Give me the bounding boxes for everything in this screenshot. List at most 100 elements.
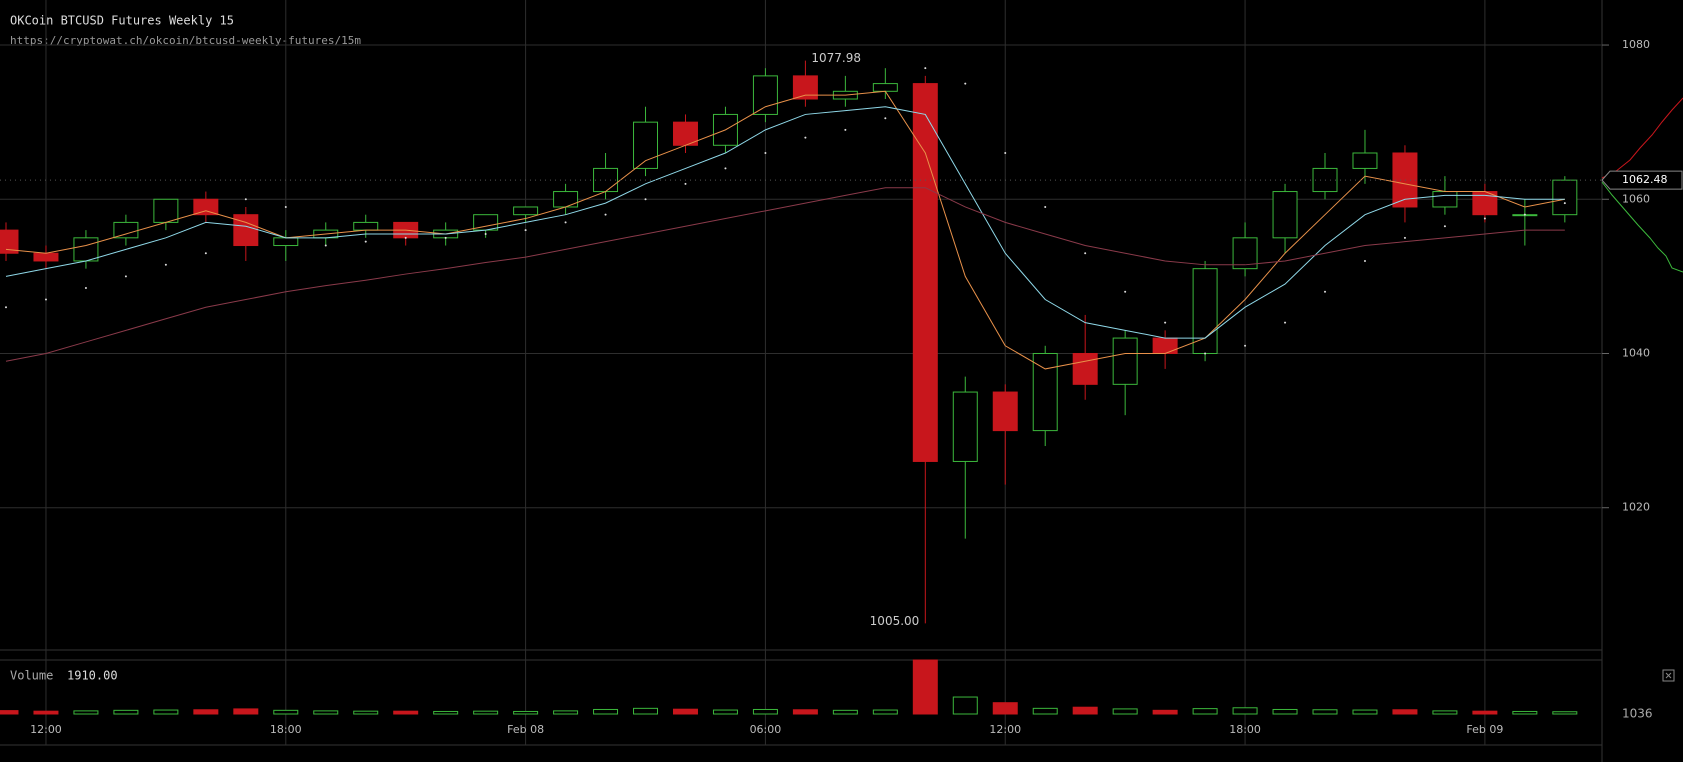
indicator-dot — [1044, 205, 1047, 208]
indicator-dot — [1523, 213, 1526, 216]
depth-asks — [1601, 181, 1683, 273]
indicator-dot — [1363, 259, 1366, 262]
indicator-dot — [1483, 217, 1486, 220]
candle-body — [33, 252, 59, 262]
close-button[interactable] — [1662, 669, 1675, 682]
indicator-line — [5, 90, 1565, 370]
indicator-dot — [484, 232, 487, 235]
indicator-dot — [684, 182, 687, 185]
candle-body — [1152, 337, 1178, 354]
candle-body — [1032, 352, 1058, 432]
last-price-tag — [1601, 170, 1683, 190]
indicator-dot — [1284, 321, 1287, 324]
candle-body — [1232, 237, 1258, 270]
indicator-dot — [4, 306, 7, 309]
indicator-dot — [844, 128, 847, 131]
volume-label: Volume — [10, 669, 53, 683]
x-tick-label: Feb 08 — [507, 723, 544, 736]
indicator-dot — [1084, 252, 1087, 255]
indicator-dot — [1403, 236, 1406, 239]
volume-bar — [832, 709, 858, 715]
max-label: 1077.98 — [811, 51, 861, 65]
last-price-label: 1062.48 — [1622, 173, 1668, 186]
candle-body — [912, 83, 938, 462]
indicator-dot — [804, 136, 807, 139]
indicator-dot — [444, 236, 447, 239]
volume-bar — [712, 709, 738, 715]
candle-body — [353, 221, 379, 231]
indicator-dot — [1443, 225, 1446, 228]
indicator-line — [5, 187, 1565, 362]
candle-body — [952, 391, 978, 462]
candle-body — [1192, 268, 1218, 354]
volume-bar — [1192, 708, 1218, 715]
candle-body — [792, 75, 818, 100]
volume-bar — [1512, 710, 1538, 715]
volume-bar — [1472, 710, 1498, 715]
y-tick-label: 1020 — [1622, 501, 1650, 514]
volume-bar — [433, 710, 459, 715]
volume-bar — [633, 707, 659, 715]
volume-bar — [1392, 709, 1418, 715]
candle-body — [113, 221, 139, 239]
volume-bar — [153, 709, 179, 715]
volume-bar — [0, 710, 19, 715]
candle-body — [73, 237, 99, 262]
indicator-dot — [1164, 321, 1167, 324]
indicator-dot — [1204, 352, 1207, 355]
volume-bar — [393, 710, 419, 715]
candle-body — [513, 206, 539, 216]
indicator-dot — [164, 263, 167, 266]
indicator-dot — [764, 151, 767, 154]
volume-bar — [992, 702, 1018, 715]
volume-bar — [273, 709, 299, 715]
volume-bar — [193, 709, 219, 715]
candle-body — [0, 229, 19, 254]
candle-body — [1112, 337, 1138, 385]
volume-bar — [1552, 711, 1578, 715]
candle-body — [1552, 179, 1578, 216]
indicator-dot — [524, 229, 527, 232]
volume-bar — [313, 710, 339, 715]
indicator-line — [5, 106, 1565, 339]
volume-bar — [1312, 709, 1338, 715]
volume-bar — [33, 710, 59, 715]
x-tick-label: 18:00 — [1229, 723, 1261, 736]
y-tick-label: 1040 — [1622, 346, 1650, 359]
y-tick-label: 1080 — [1622, 38, 1650, 51]
x-tick-label: 12:00 — [989, 723, 1021, 736]
indicator-dot — [964, 82, 967, 85]
volume-bar — [353, 710, 379, 715]
chart-subtitle: https://cryptowat.ch/okcoin/btcusd-weekl… — [10, 34, 361, 47]
indicator-dot — [1124, 290, 1127, 293]
candle-body — [1272, 191, 1298, 239]
candle-body — [1432, 191, 1458, 208]
volume-value: 1910.00 — [67, 669, 118, 683]
volume-bar — [1072, 706, 1098, 715]
indicator-dot — [564, 221, 567, 224]
candle-body — [752, 75, 778, 115]
volume-bar — [553, 710, 579, 715]
volume-bar — [672, 708, 698, 715]
indicator-dot — [644, 198, 647, 201]
volume-bar — [1432, 710, 1458, 715]
volume-bar — [752, 708, 778, 715]
indicator-dot — [324, 244, 327, 247]
candle-body — [233, 214, 259, 247]
volume-bar — [1232, 707, 1258, 715]
indicator-dot — [44, 298, 47, 301]
indicator-dot — [284, 205, 287, 208]
indicator-dot — [724, 167, 727, 170]
candle-body — [153, 198, 179, 223]
indicator-dot — [1324, 290, 1327, 293]
x-tick-label: 12:00 — [30, 723, 62, 736]
volume-bar — [952, 696, 978, 715]
indicator-dot — [404, 236, 407, 239]
min-label: 1005.00 — [870, 614, 920, 628]
candle-body — [872, 83, 898, 92]
volume-bar — [1352, 709, 1378, 715]
candle-body — [1392, 152, 1418, 208]
indicator-dot — [884, 117, 887, 120]
